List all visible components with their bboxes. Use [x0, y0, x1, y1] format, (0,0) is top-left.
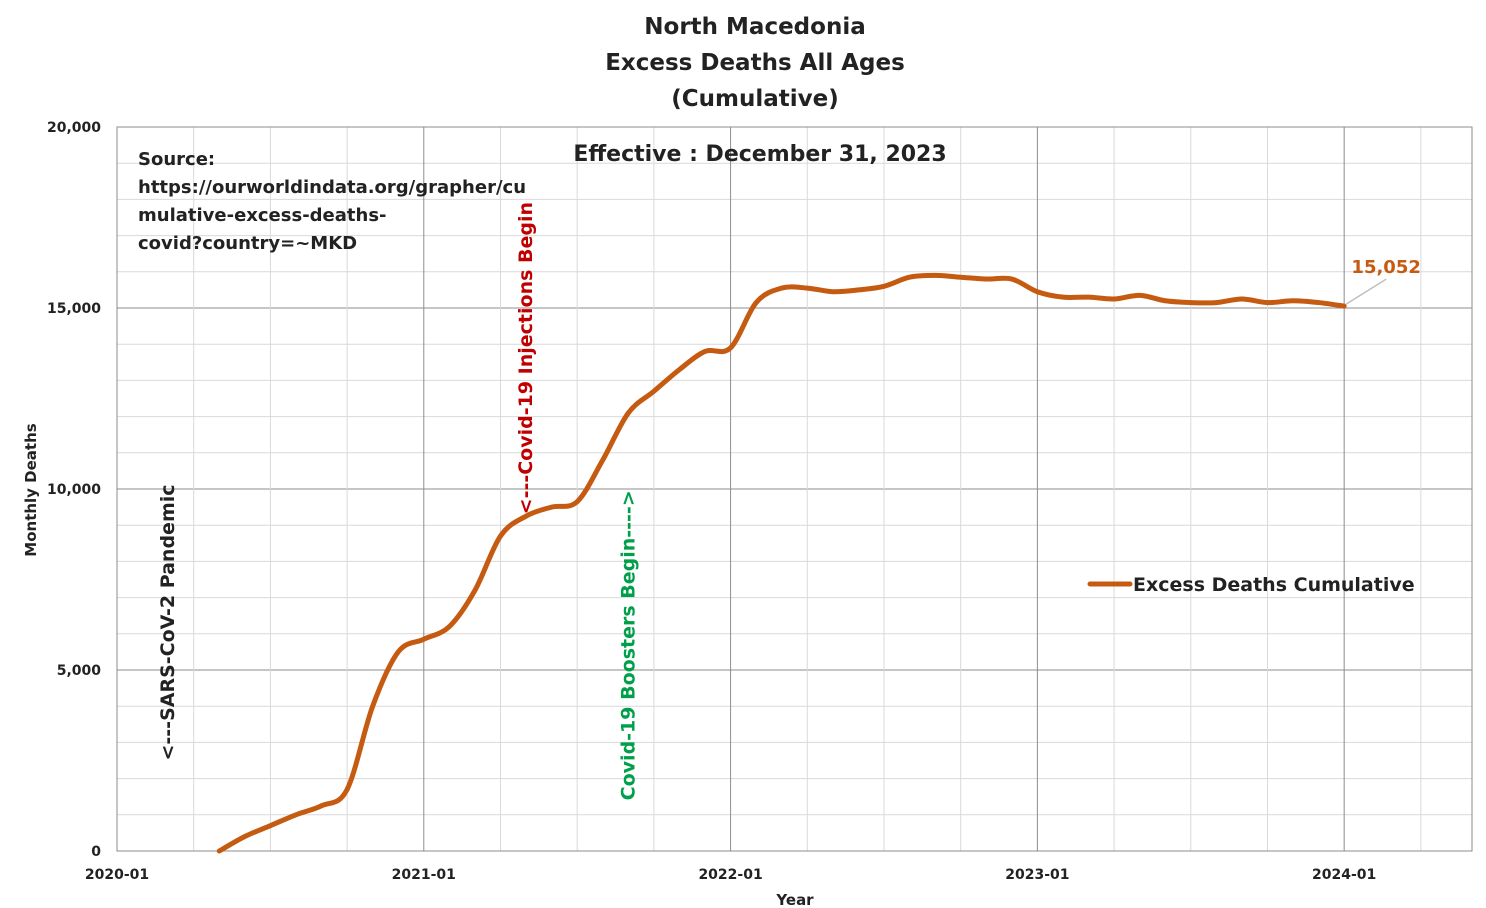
y-tick-label: 0 [91, 844, 101, 860]
effective-date-subtitle: Effective : December 31, 2023 [573, 142, 946, 167]
data-point [932, 273, 938, 278]
chart-title-line-3: (Cumulative) [671, 86, 839, 112]
final-value-data-label: 15,052 [1351, 257, 1420, 278]
excess-deaths-cumulative-line [216, 272, 1347, 854]
data-point [1316, 300, 1321, 305]
data-point [856, 287, 861, 293]
data-point [498, 533, 503, 539]
y-tick-label: 5,000 [57, 663, 102, 679]
data-point [217, 848, 222, 854]
data-point [1188, 300, 1193, 305]
data-point [651, 389, 657, 394]
data-point [370, 704, 375, 709]
annotation-label-1: <---Covid-19 Injections Begin [515, 202, 537, 514]
data-point [574, 499, 580, 504]
data-point [1341, 303, 1347, 309]
chart-title-line-2: Excess Deaths All Ages [605, 50, 905, 76]
data-point [523, 513, 529, 519]
series-data-points [217, 273, 1347, 854]
chart-title-line-1: North Macedonia [644, 14, 865, 40]
data-point [242, 834, 248, 839]
data-point [344, 787, 350, 792]
y-tick-label: 10,000 [47, 482, 101, 498]
x-tick-label: 2021-01 [392, 867, 456, 883]
annotation-label-2: Covid-19 Boosters Begin----> [617, 490, 639, 800]
x-axis-tick-labels: 2020-01 2021-01 2022-01 2023-01 2024-01 [85, 867, 1376, 883]
data-point [805, 285, 810, 291]
data-point [779, 285, 784, 291]
x-tick-label: 2024-01 [1312, 867, 1376, 883]
data-point [1060, 294, 1066, 300]
source-line-3: mulative-excess-deaths- [138, 205, 387, 226]
y-tick-label: 20,000 [47, 120, 101, 136]
data-point [1265, 300, 1270, 305]
y-axis-tick-labels: 0 5,000 10,000 15,000 20,000 [47, 120, 101, 860]
data-point [830, 289, 836, 294]
data-point [1086, 294, 1091, 300]
data-point [549, 504, 554, 510]
source-line-2: https://ourworldindata.org/grapher/cu [138, 177, 526, 198]
data-point [907, 275, 912, 280]
x-axis-title: Year [775, 891, 814, 908]
data-point [396, 649, 401, 655]
data-point [1290, 298, 1296, 303]
data-point [1239, 296, 1245, 302]
y-axis-title: Monthly Deaths [22, 423, 40, 556]
x-tick-label: 2020-01 [85, 867, 149, 883]
data-point [472, 588, 478, 593]
data-point [677, 367, 682, 372]
data-point [728, 345, 733, 351]
data-point [881, 284, 887, 289]
data-point [958, 275, 963, 280]
data-point [984, 276, 989, 282]
data-point [1009, 276, 1015, 282]
x-tick-label: 2023-01 [1005, 867, 1069, 883]
source-line-4: covid?country=~MKD [138, 233, 357, 254]
data-point [702, 349, 708, 354]
data-point [1163, 298, 1168, 303]
x-tick-label: 2022-01 [698, 867, 762, 883]
data-point [626, 410, 631, 416]
legend-label: Excess Deaths Cumulative [1133, 574, 1415, 596]
annotation-label-0: <---SARS-CoV-2 Pandemic [157, 484, 179, 760]
source-line-1: Source: [138, 149, 215, 170]
y-tick-label: 15,000 [47, 301, 101, 317]
data-label-leader-line [1345, 278, 1387, 305]
data-point [1111, 296, 1117, 302]
data-point [319, 803, 324, 808]
data-point [753, 300, 759, 305]
data-point [268, 823, 273, 828]
data-point [293, 812, 299, 817]
data-point [1137, 293, 1142, 298]
grid-lines [117, 127, 1472, 851]
data-point [1035, 289, 1040, 294]
data-point [600, 457, 605, 463]
data-point [1214, 300, 1219, 305]
plot-area-border [116, 126, 1473, 852]
vertical-annotations: <---SARS-CoV-2 Pandemic <---Covid-19 Inje… [157, 202, 639, 800]
legend: Excess Deaths Cumulative [1087, 574, 1415, 596]
data-point [447, 624, 452, 629]
data-point [421, 637, 426, 642]
